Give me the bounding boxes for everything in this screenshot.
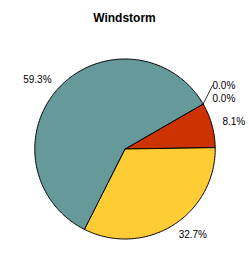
svg-text:0.0%: 0.0% [213, 80, 236, 91]
svg-text:8.1%: 8.1% [222, 116, 245, 127]
html-text:Windstorm: Windstorm [93, 11, 156, 25]
svg-text:32.7%: 32.7% [179, 229, 207, 240]
svg-text:59.3%: 59.3% [23, 74, 51, 85]
svg-text:0.0%: 0.0% [213, 93, 236, 104]
